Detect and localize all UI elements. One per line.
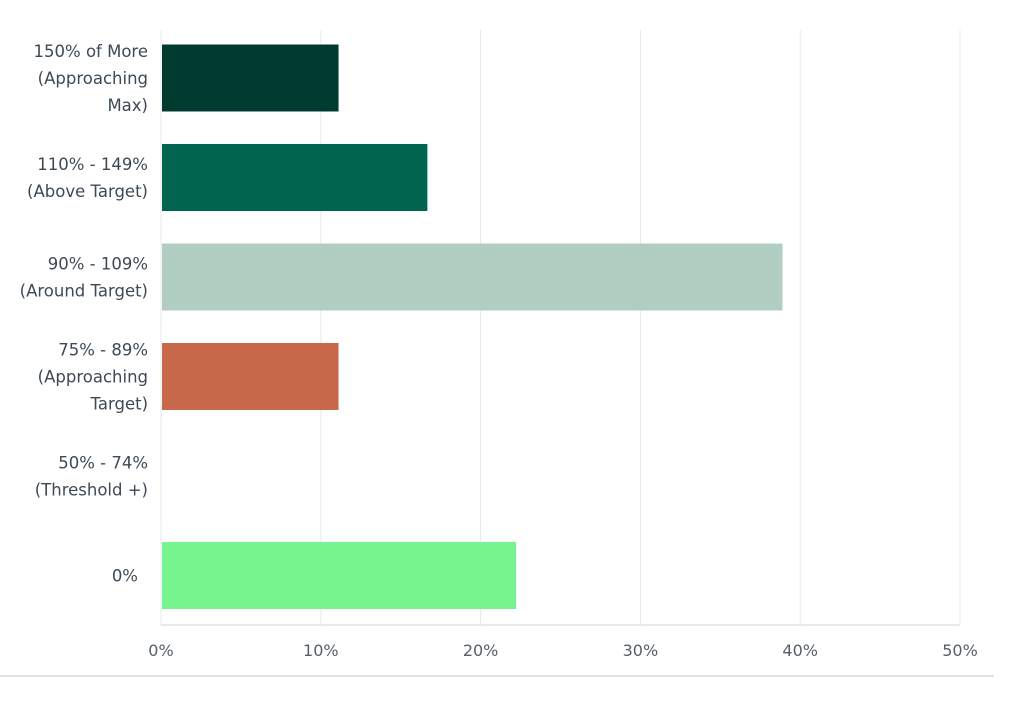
x-axis-tick-labels: 0% 10% 20% 30% 40% 50% <box>148 641 977 660</box>
category-label: 90% - 109% (Around Target) <box>20 255 148 301</box>
category-labels: 150% of More (Approaching Max) 110% - 149% (… <box>20 42 148 586</box>
category-label-line: 90% - 109% <box>48 255 148 274</box>
x-tick-label: 0% <box>148 641 173 660</box>
category-label-line: (Around Target) <box>20 282 148 301</box>
x-tick-label: 50% <box>942 641 978 660</box>
category-label-line: 150% of More <box>34 42 148 61</box>
bar[interactable] <box>162 243 783 311</box>
bar[interactable] <box>162 44 339 112</box>
category-label: 110% - 149% (Above Target) <box>27 155 148 201</box>
category-label-line: 75% - 89% <box>58 341 148 360</box>
bar[interactable] <box>162 542 517 609</box>
category-label-line: 110% - 149% <box>37 155 148 174</box>
category-label-line: Target) <box>90 395 148 414</box>
category-label-line: (Threshold +) <box>35 481 148 500</box>
category-label-line: Max) <box>107 96 148 115</box>
category-label: 0% <box>112 567 138 586</box>
grid-lines <box>160 30 961 625</box>
category-label-line: 50% - 74% <box>58 454 148 473</box>
bar[interactable] <box>162 144 428 211</box>
category-label-line: (Approaching <box>38 368 148 387</box>
x-tick-label: 20% <box>463 641 499 660</box>
bars <box>162 44 783 609</box>
category-label: 50% - 74% (Threshold +) <box>35 454 148 500</box>
x-tick-label: 40% <box>782 641 818 660</box>
category-label: 150% of More (Approaching Max) <box>34 42 148 115</box>
bar[interactable] <box>162 343 339 410</box>
category-label-line: (Approaching <box>38 69 148 88</box>
category-label-line: 0% <box>112 567 138 586</box>
x-tick-label: 10% <box>303 641 339 660</box>
x-tick-label: 30% <box>623 641 659 660</box>
category-label-line: (Above Target) <box>27 182 148 201</box>
category-label: 75% - 89% (Approaching Target) <box>38 341 148 414</box>
